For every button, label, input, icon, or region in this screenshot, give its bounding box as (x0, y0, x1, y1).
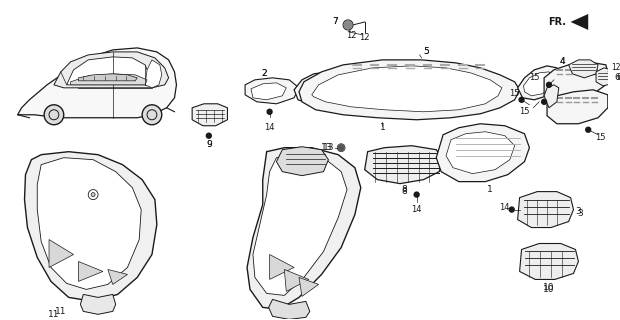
Circle shape (542, 99, 547, 104)
Text: 7: 7 (332, 18, 338, 27)
Polygon shape (67, 57, 149, 85)
Polygon shape (108, 269, 128, 284)
Text: 2: 2 (261, 69, 267, 78)
Circle shape (142, 105, 162, 125)
Text: 13: 13 (321, 143, 332, 152)
Text: 8: 8 (401, 187, 407, 196)
Polygon shape (446, 132, 515, 174)
Polygon shape (71, 74, 147, 85)
Polygon shape (37, 158, 141, 289)
Polygon shape (365, 146, 443, 184)
Circle shape (44, 105, 64, 125)
Text: 4: 4 (560, 57, 565, 66)
Circle shape (267, 109, 272, 114)
Circle shape (547, 82, 551, 87)
Polygon shape (81, 294, 116, 314)
Text: 1: 1 (487, 185, 493, 194)
Text: 3: 3 (577, 209, 583, 218)
Text: 14: 14 (412, 205, 422, 214)
Text: 15: 15 (519, 107, 529, 116)
Circle shape (268, 118, 271, 121)
Circle shape (509, 207, 514, 212)
Text: 9: 9 (206, 140, 211, 149)
Text: FR.: FR. (548, 17, 566, 27)
Text: 12: 12 (346, 31, 356, 40)
Text: 6: 6 (617, 73, 620, 82)
Text: 13: 13 (322, 143, 334, 152)
Polygon shape (245, 78, 299, 104)
Circle shape (339, 145, 344, 151)
Polygon shape (277, 147, 329, 176)
Text: 5: 5 (423, 47, 429, 56)
Polygon shape (523, 72, 554, 96)
Text: 3: 3 (575, 207, 582, 216)
Text: 11: 11 (55, 307, 66, 316)
Polygon shape (294, 72, 335, 104)
Polygon shape (569, 60, 598, 78)
Polygon shape (436, 124, 529, 182)
Text: 4: 4 (560, 57, 565, 66)
Circle shape (519, 97, 524, 102)
Text: 10: 10 (543, 283, 555, 292)
Text: 12: 12 (360, 33, 370, 43)
Text: 12: 12 (611, 63, 620, 72)
Polygon shape (268, 300, 310, 319)
Polygon shape (547, 90, 608, 124)
Polygon shape (270, 254, 294, 279)
Polygon shape (518, 192, 574, 228)
Text: 9: 9 (206, 140, 211, 149)
Text: 1: 1 (379, 123, 385, 132)
Polygon shape (596, 68, 616, 86)
Circle shape (91, 193, 95, 196)
Polygon shape (192, 104, 228, 126)
Text: 8: 8 (401, 185, 407, 194)
Polygon shape (299, 60, 520, 120)
Text: 6: 6 (615, 73, 620, 82)
Polygon shape (570, 14, 588, 30)
Text: 2: 2 (261, 69, 267, 78)
Polygon shape (49, 239, 74, 268)
Polygon shape (247, 148, 361, 309)
Polygon shape (299, 277, 319, 296)
Text: 11: 11 (48, 310, 60, 319)
Circle shape (344, 21, 352, 29)
Text: 14: 14 (498, 203, 509, 212)
Text: 10: 10 (543, 285, 555, 294)
Circle shape (206, 133, 211, 138)
Polygon shape (304, 79, 330, 98)
Polygon shape (145, 60, 162, 88)
Text: 14: 14 (264, 123, 275, 132)
Text: 7: 7 (332, 18, 338, 27)
Polygon shape (25, 152, 157, 301)
Polygon shape (544, 62, 608, 102)
Polygon shape (518, 66, 560, 100)
Text: 15: 15 (510, 89, 520, 98)
Circle shape (586, 127, 591, 132)
Text: 15: 15 (529, 73, 539, 82)
Polygon shape (253, 154, 347, 295)
Polygon shape (78, 261, 103, 281)
Polygon shape (285, 269, 309, 292)
Circle shape (414, 192, 419, 197)
Polygon shape (251, 83, 286, 100)
Polygon shape (78, 74, 137, 81)
Polygon shape (312, 66, 502, 112)
Polygon shape (54, 52, 169, 88)
Polygon shape (544, 85, 559, 108)
Text: 15: 15 (595, 133, 605, 142)
Polygon shape (520, 244, 578, 279)
Polygon shape (17, 48, 177, 118)
Text: 5: 5 (423, 47, 429, 56)
